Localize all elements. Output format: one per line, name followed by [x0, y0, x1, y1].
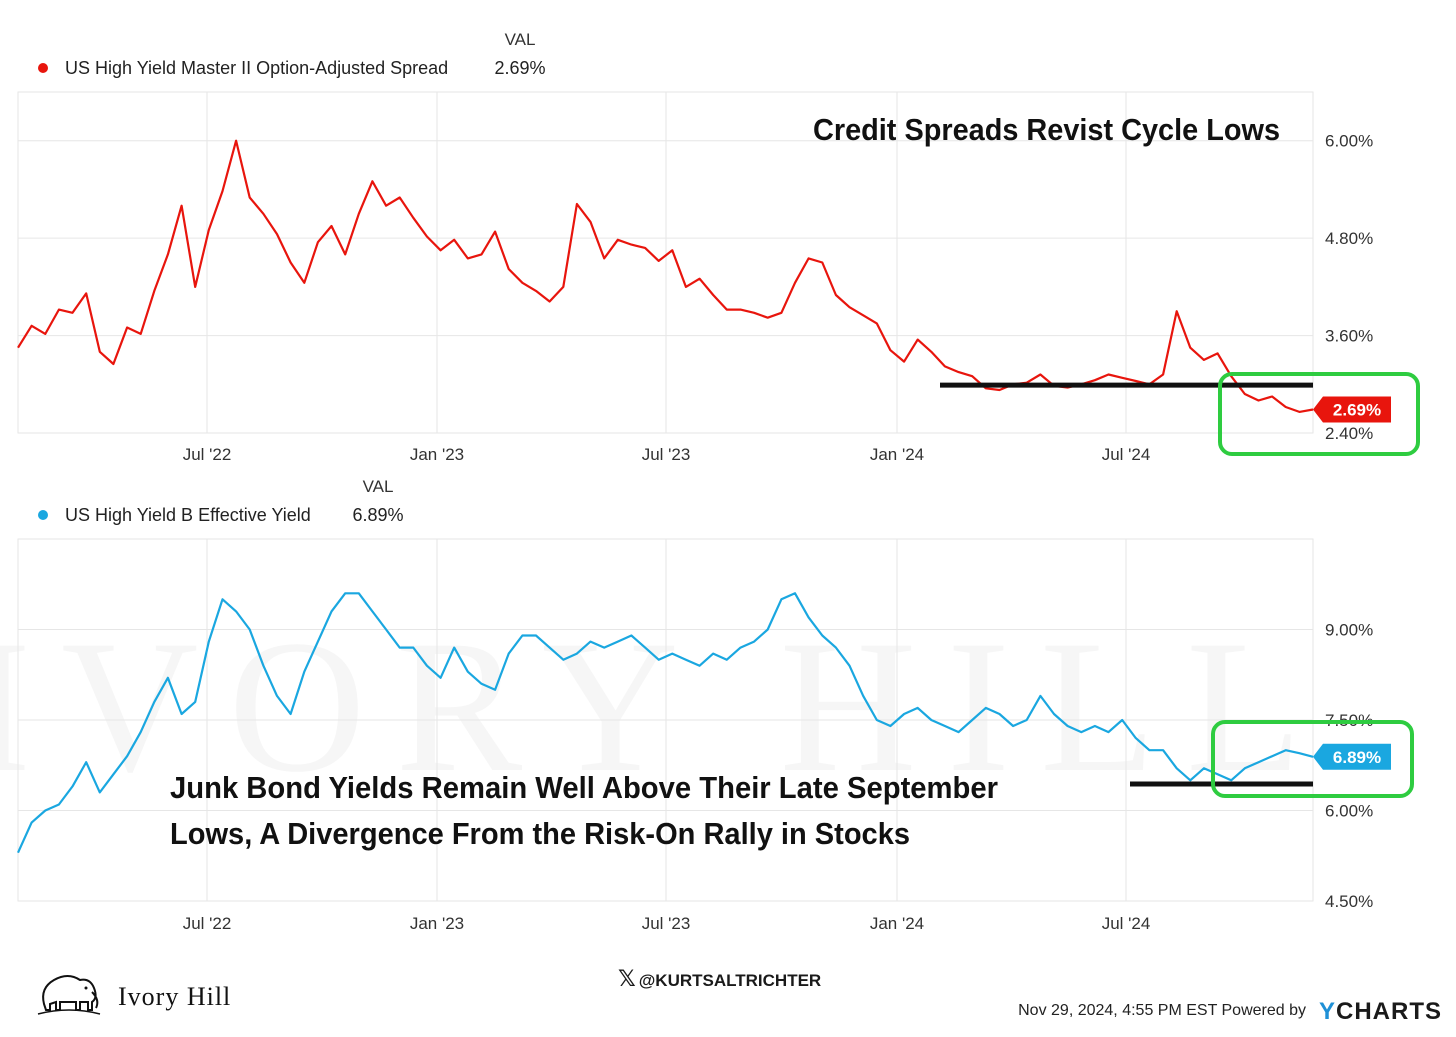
x-logo-icon: 𝕏 — [618, 966, 636, 991]
legend-series-value: 6.89% — [352, 505, 403, 525]
ycharts-logo: YCHARTS — [1319, 998, 1442, 1026]
chart-panel-1: 2.40% 3.60% 4.80% 6.00% Jul '22 Jan '23 Jul '2… — [17, 30, 1420, 464]
x-tick-label: Jul '24 — [1102, 914, 1151, 933]
legend-series-value: 2.69% — [494, 58, 545, 78]
x-tick-label: Jan '23 — [410, 914, 464, 933]
provider-name: CHARTS — [1336, 998, 1442, 1025]
x-tick-label: Jul '22 — [183, 914, 232, 933]
series-line — [16, 592, 1314, 854]
y-tick-label: 6.00% — [1325, 802, 1373, 821]
chart-annotation-line: Lows, A Divergence From the Risk-On Rall… — [170, 816, 910, 851]
x-tick-label: Jul '23 — [642, 914, 691, 933]
x-tick-label: Jan '24 — [870, 445, 924, 464]
current-value-label: 6.89% — [1333, 748, 1381, 767]
y-tick-label: 4.80% — [1325, 229, 1373, 248]
twitter-handle: 𝕏 @KURTSALTRICHTER — [618, 966, 821, 992]
y-tick-label: 2.40% — [1325, 424, 1373, 443]
highlight-box — [1211, 720, 1414, 798]
series-line — [17, 139, 1314, 413]
y-tick-label: 6.00% — [1325, 132, 1373, 151]
x-tick-label: Jan '24 — [870, 914, 924, 933]
y-tick-label: 3.60% — [1325, 327, 1373, 346]
ycharts-y-icon: Y — [1318, 998, 1336, 1025]
highlight-box — [1218, 372, 1420, 456]
timestamp: Nov 29, 2024, 4:55 PM EST Powered by — [1018, 1002, 1306, 1019]
y-tick-label: 4.50% — [1325, 892, 1373, 911]
current-value-label: 2.69% — [1333, 400, 1381, 419]
legend-marker — [38, 63, 48, 73]
chart-annotation-line: Junk Bond Yields Remain Well Above Their… — [170, 770, 998, 805]
x-tick-label: Jul '24 — [1102, 445, 1151, 464]
handle-text: @KURTSALTRICHTER — [638, 971, 822, 990]
chart-panel-2: 4.50%6.00%7.50%9.00%Jul '22 Jan '23 Jul '2… — [16, 477, 1414, 933]
legend-marker — [38, 510, 48, 520]
legend-series-name: US High Yield Master II Option-Adjusted … — [65, 58, 448, 78]
legend-header: VAL — [363, 477, 394, 496]
current-value-badge — [1313, 743, 1391, 770]
x-tick-label: Jul '23 — [642, 445, 691, 464]
chart-annotation: Credit Spreads Revist Cycle Lows — [813, 112, 1280, 147]
brand-name: Ivory Hill — [118, 982, 232, 1011]
legend-series-name: US High Yield B Effective Yield — [65, 505, 311, 525]
legend-header: VAL — [505, 30, 536, 49]
x-tick-label: Jan '23 — [410, 445, 464, 464]
current-value-badge — [1313, 396, 1391, 423]
elephant-logo-icon — [37, 975, 101, 1015]
y-tick-label: 9.00% — [1325, 621, 1373, 640]
x-tick-label: Jul '22 — [183, 445, 232, 464]
